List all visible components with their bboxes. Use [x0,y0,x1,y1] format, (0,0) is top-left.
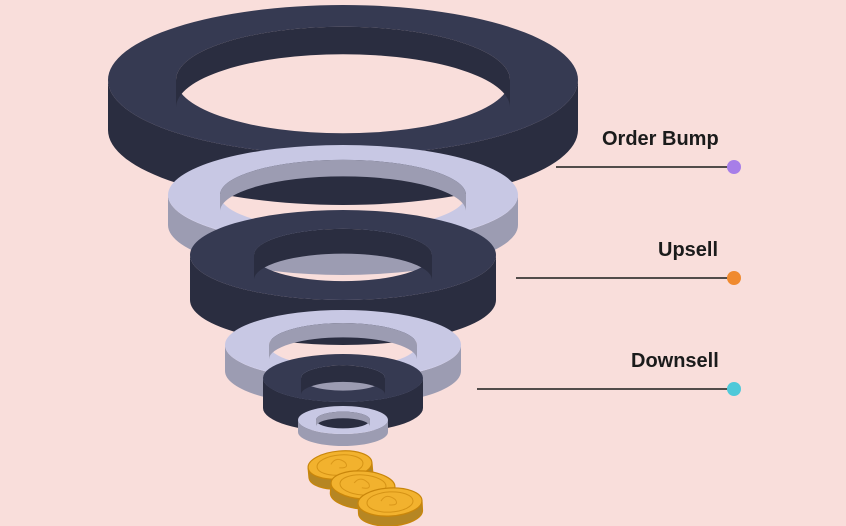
callout-dot [727,382,741,396]
funnel-ring [263,354,423,432]
funnel-diagram [0,0,846,526]
callout-dot [727,160,741,174]
callout-dot [727,271,741,285]
callout-label: Downsell [631,350,719,373]
callout-label: Order Bump [602,128,719,151]
callout-label: Upsell [658,239,718,262]
